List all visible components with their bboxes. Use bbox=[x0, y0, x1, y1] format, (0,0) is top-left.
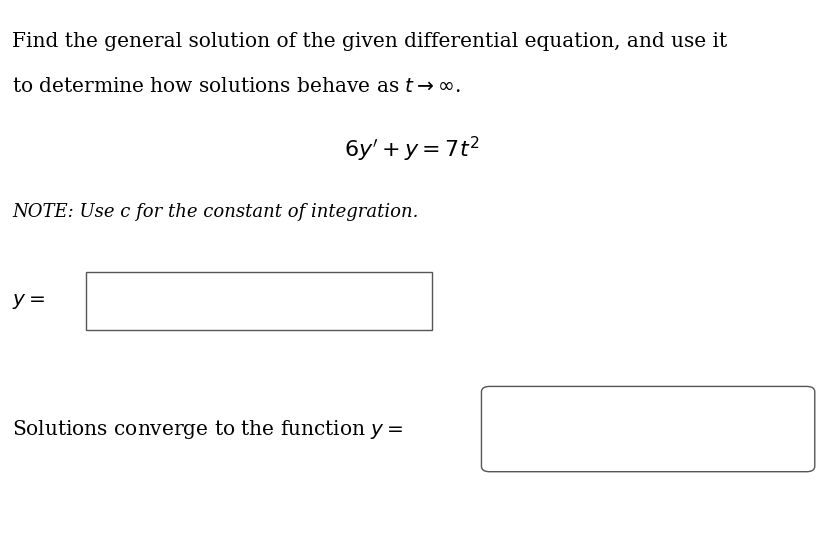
Text: $6y' + y = 7t^2$: $6y' + y = 7t^2$ bbox=[344, 135, 479, 164]
Text: to determine how solutions behave as $t \rightarrow \infty$.: to determine how solutions behave as $t … bbox=[12, 77, 461, 96]
Text: NOTE: Use c for the constant of integration.: NOTE: Use c for the constant of integrat… bbox=[12, 203, 419, 221]
Text: $y = $: $y = $ bbox=[12, 292, 45, 311]
Text: Find the general solution of the given differential equation, and use it: Find the general solution of the given d… bbox=[12, 32, 728, 51]
Text: Solutions converge to the function $y =$: Solutions converge to the function $y =$ bbox=[12, 417, 403, 441]
